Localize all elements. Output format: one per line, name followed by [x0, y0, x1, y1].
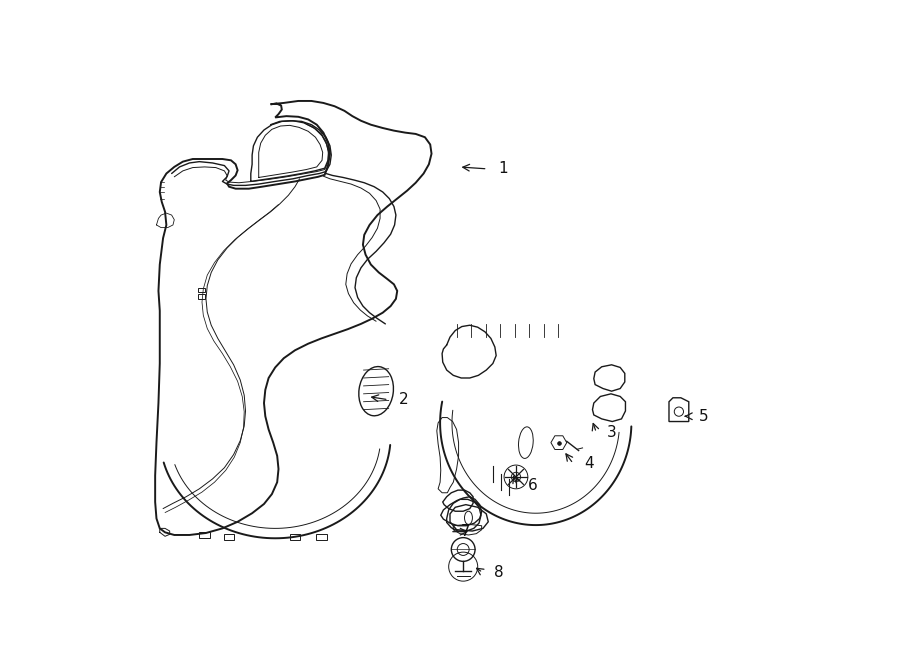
Text: 1: 1	[499, 161, 508, 176]
Text: 6: 6	[527, 478, 537, 493]
Text: 2: 2	[400, 392, 409, 407]
Text: 8: 8	[493, 565, 503, 580]
Bar	[198, 294, 204, 299]
Text: 5: 5	[699, 408, 709, 424]
Bar	[199, 531, 210, 538]
Text: 4: 4	[584, 456, 593, 471]
Bar	[316, 533, 327, 540]
Bar	[290, 533, 301, 540]
Text: 3: 3	[607, 425, 616, 440]
Text: 7: 7	[461, 524, 470, 539]
Bar	[198, 288, 204, 292]
Bar	[224, 533, 234, 540]
Ellipse shape	[359, 367, 393, 416]
